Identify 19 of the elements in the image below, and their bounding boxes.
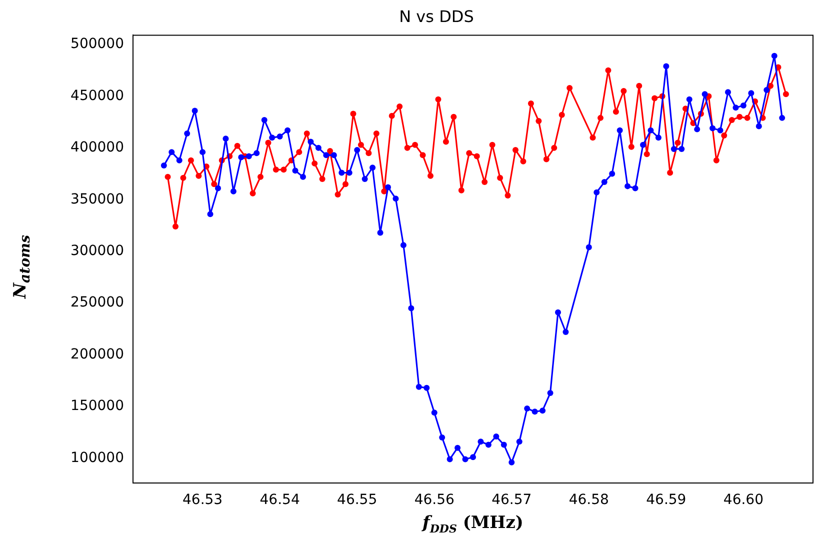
y-tick-label: 450000 — [70, 88, 124, 104]
x-tick-label: 46.55 — [337, 492, 378, 508]
x-axis-title: f$_{DDS}$ (MHz) — [420, 513, 524, 536]
x-tick-label: 46.57 — [492, 492, 532, 508]
y-tick-label: 200000 — [70, 346, 124, 362]
x-tick-label: 46.58 — [568, 492, 609, 508]
y-tick-label: 350000 — [70, 191, 124, 208]
y-tick-label: 100000 — [70, 450, 124, 466]
y-tick-label: 500000 — [70, 36, 124, 52]
x-tick-label: 46.54 — [260, 492, 300, 508]
y-tick-label: 150000 — [70, 398, 124, 414]
y-tick-label: 400000 — [70, 140, 124, 156]
x-tick-label: 46.56 — [414, 492, 454, 508]
y-tick-label: 250000 — [70, 294, 124, 311]
x-tick-label: 46.59 — [646, 492, 686, 508]
y-tick-label: 300000 — [70, 242, 124, 259]
x-tick-label: 46.53 — [182, 492, 223, 508]
x-tick-label: 46.60 — [723, 492, 764, 508]
chart-title: N vs DDS — [399, 6, 474, 26]
